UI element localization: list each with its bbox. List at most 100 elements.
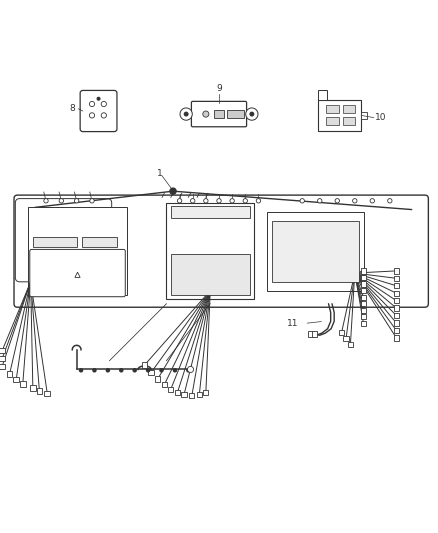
Bar (0, 364, 5, 369)
Circle shape (97, 98, 100, 100)
Bar (361, 314, 366, 319)
Circle shape (147, 369, 150, 372)
Circle shape (133, 369, 136, 372)
Bar (361, 288, 366, 293)
Bar (181, 392, 187, 398)
Circle shape (250, 112, 254, 116)
Circle shape (230, 199, 234, 203)
Bar (339, 329, 344, 335)
Circle shape (243, 199, 247, 203)
Circle shape (44, 199, 48, 203)
Bar (0, 356, 5, 361)
Circle shape (184, 112, 188, 116)
Bar (20, 381, 25, 387)
FancyBboxPatch shape (14, 195, 428, 307)
Bar (175, 390, 180, 395)
Bar (148, 370, 154, 375)
Bar (30, 385, 35, 391)
FancyBboxPatch shape (30, 249, 125, 297)
Polygon shape (75, 272, 80, 278)
Circle shape (203, 111, 209, 117)
Bar (311, 331, 317, 337)
Bar (394, 276, 399, 281)
Bar (166, 203, 254, 300)
Bar (394, 320, 399, 326)
Bar (361, 308, 366, 313)
Bar (394, 313, 399, 318)
Bar (361, 321, 366, 326)
Circle shape (80, 369, 82, 372)
Circle shape (101, 113, 106, 118)
Circle shape (74, 199, 79, 203)
Circle shape (191, 199, 195, 203)
Bar (162, 382, 167, 387)
Bar (272, 221, 359, 282)
Bar (394, 305, 399, 311)
Bar (343, 117, 355, 125)
Circle shape (90, 199, 94, 203)
Circle shape (187, 369, 190, 372)
Bar (394, 298, 399, 303)
Bar (326, 105, 339, 113)
Circle shape (187, 366, 194, 373)
Bar (7, 371, 12, 377)
Circle shape (204, 199, 208, 203)
FancyBboxPatch shape (15, 199, 112, 282)
Text: 10: 10 (374, 113, 386, 122)
Bar (142, 362, 147, 368)
Bar (348, 342, 353, 347)
Circle shape (217, 199, 221, 203)
Circle shape (93, 369, 96, 372)
Circle shape (106, 369, 110, 372)
Circle shape (246, 108, 258, 120)
Circle shape (180, 108, 192, 120)
Bar (28, 207, 127, 295)
Circle shape (160, 369, 163, 372)
Circle shape (318, 199, 322, 203)
Bar (214, 110, 224, 118)
Bar (394, 335, 399, 341)
Bar (227, 110, 244, 118)
Circle shape (256, 199, 261, 203)
Bar (318, 90, 327, 100)
FancyBboxPatch shape (191, 101, 247, 127)
Bar (318, 100, 361, 131)
Bar (361, 281, 366, 287)
Bar (361, 275, 366, 280)
Bar (308, 331, 314, 337)
Circle shape (101, 101, 106, 107)
Text: 9: 9 (216, 84, 222, 93)
Circle shape (59, 199, 64, 203)
Text: 8: 8 (69, 104, 75, 114)
Circle shape (353, 199, 357, 203)
Bar (168, 386, 173, 392)
Bar (13, 377, 19, 382)
Bar (155, 376, 160, 382)
Text: 11: 11 (287, 319, 299, 328)
Bar (197, 392, 202, 398)
Circle shape (177, 199, 182, 203)
Circle shape (173, 369, 177, 372)
Bar (343, 336, 349, 342)
Bar (82, 237, 117, 247)
FancyBboxPatch shape (80, 91, 117, 132)
Circle shape (370, 199, 374, 203)
Bar (326, 117, 339, 125)
Bar (361, 112, 367, 119)
Bar (0, 348, 5, 353)
Bar (267, 212, 364, 290)
Bar (36, 388, 42, 394)
Circle shape (120, 369, 123, 372)
Circle shape (388, 199, 392, 203)
Bar (394, 283, 399, 288)
Bar (361, 295, 366, 300)
Bar (343, 105, 355, 113)
Bar (33, 237, 77, 247)
Bar (394, 328, 399, 333)
Bar (394, 268, 399, 273)
Text: 1: 1 (157, 169, 163, 178)
Bar (394, 290, 399, 296)
Circle shape (300, 199, 304, 203)
Circle shape (89, 101, 95, 107)
Circle shape (335, 199, 339, 203)
